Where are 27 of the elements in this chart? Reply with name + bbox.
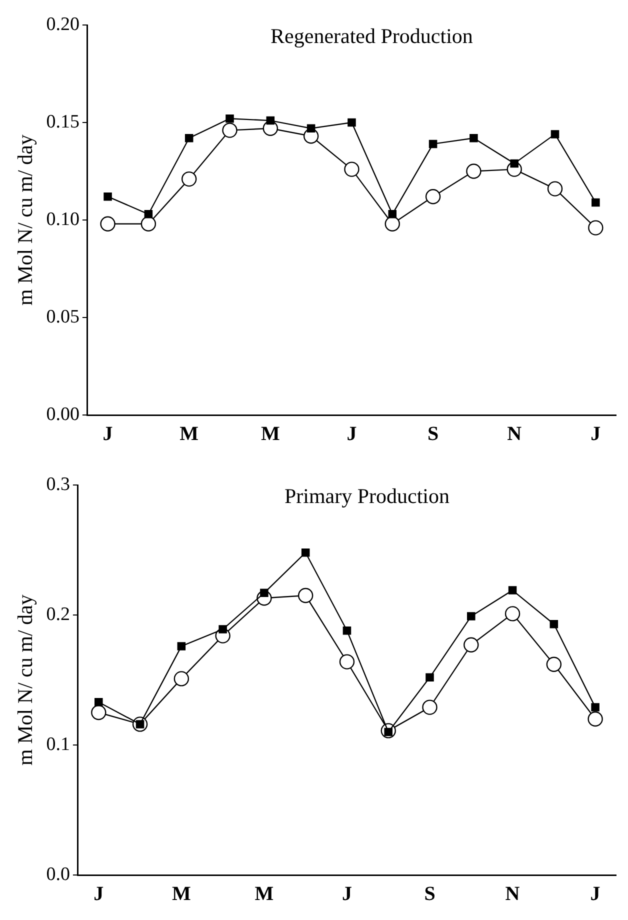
y-axis-title: m Mol N/ cu m/ day <box>13 134 38 306</box>
chart-title: Primary Production <box>284 484 450 508</box>
y-tick-label: 0.0 <box>46 864 70 885</box>
x-tick-label: J <box>590 423 601 446</box>
x-tick-label: J <box>346 423 357 446</box>
x-tick-label: J <box>590 883 600 906</box>
x-tick-label: M <box>260 423 280 446</box>
y-tick-label: 0.2 <box>46 604 70 625</box>
x-tick-label: M <box>180 423 199 446</box>
y-tick-label: 0.05 <box>46 306 80 328</box>
y-tick-label: 0.3 <box>46 474 70 495</box>
x-tick-label: J <box>342 883 352 906</box>
x-tick-label: J <box>94 883 104 906</box>
y-axis-title: m Mol N/ cu m/ day <box>13 594 38 766</box>
y-tick-label: 0.20 <box>46 14 80 35</box>
y-tick-label: 0.10 <box>46 208 80 230</box>
x-tick-label: N <box>505 883 520 906</box>
x-tick-label: J <box>102 423 113 446</box>
x-tick-label: S <box>424 883 436 906</box>
chart-title: Regenerated Production <box>270 24 474 48</box>
x-tick-label: N <box>507 423 522 446</box>
y-tick-label: 0.1 <box>46 734 70 755</box>
y-tick-label: 0.15 <box>46 111 80 132</box>
y-tick-label: 0.00 <box>46 404 80 425</box>
x-tick-label: S <box>427 423 439 446</box>
x-tick-label: M <box>254 883 274 906</box>
x-tick-label: M <box>172 883 191 906</box>
